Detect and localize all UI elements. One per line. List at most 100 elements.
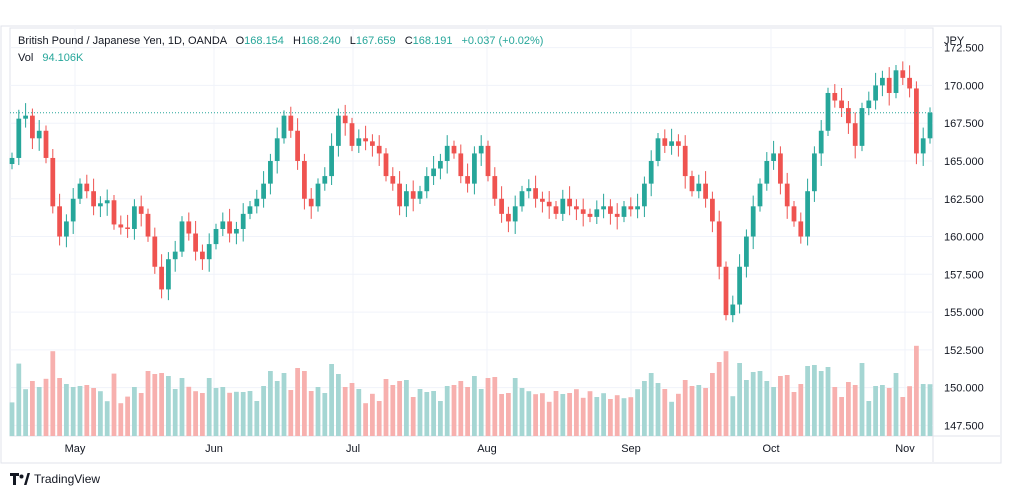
candle-body: [635, 206, 640, 210]
volume-bar: [104, 401, 110, 436]
candle-body: [465, 176, 470, 184]
candle-body: [336, 115, 341, 146]
volume-bar: [472, 376, 477, 436]
candle-body: [240, 213, 246, 229]
volume-bar: [349, 383, 355, 436]
candle-body: [560, 198, 566, 214]
volume-bar: [669, 401, 674, 436]
candle-body: [118, 224, 124, 228]
candle-body: [288, 115, 294, 131]
candle-body: [723, 266, 729, 316]
volume-bar: [200, 393, 205, 436]
volume-bar: [580, 397, 586, 436]
volume-bar: [138, 393, 144, 436]
volume-bar: [676, 393, 681, 436]
candle-body: [805, 191, 810, 237]
candle-body: [587, 213, 593, 217]
candle-body: [540, 198, 545, 202]
volume-bar: [268, 371, 273, 436]
volume-bar: [315, 387, 321, 436]
tradingview-brand[interactable]: TradingView: [10, 472, 100, 486]
candle-body: [363, 138, 368, 142]
y-tick-label: 165.000: [944, 156, 984, 168]
volume-bar: [642, 381, 647, 436]
candle-body: [64, 221, 69, 237]
volume-bar: [648, 373, 654, 436]
volume-bar: [492, 377, 498, 436]
candle-body: [220, 221, 226, 229]
candle-body: [138, 206, 144, 214]
candle-body: [628, 206, 634, 210]
candle-body: [308, 198, 314, 207]
volume-bar: [240, 392, 246, 436]
candle-body: [274, 138, 280, 161]
volume-bar: [247, 391, 253, 436]
candle-body: [84, 183, 90, 192]
y-tick-label: 155.000: [944, 307, 984, 319]
volume-bar: [798, 384, 804, 436]
candle-body: [472, 153, 477, 184]
candle-body: [764, 160, 770, 184]
volume-bar: [716, 362, 722, 436]
volume-bar: [70, 387, 76, 436]
candle-body: [703, 183, 708, 199]
volume-bars: [9, 345, 933, 436]
candle-body: [370, 141, 375, 146]
volume-bar: [57, 378, 62, 436]
candle-body: [247, 206, 253, 214]
candle-body: [737, 266, 742, 305]
candle-body: [506, 213, 511, 222]
candle-body: [771, 153, 776, 161]
volume-bar: [750, 372, 756, 436]
volume-bar: [111, 373, 117, 436]
y-tick-label: 167.500: [944, 118, 984, 130]
y-tick-label: 147.500: [944, 420, 984, 432]
volume-bar: [757, 371, 763, 436]
volume-bar: [98, 391, 103, 436]
legend-change: +0.037 (+0.02%): [461, 35, 544, 47]
volume-bar: [166, 376, 171, 436]
volume-bar: [920, 384, 926, 436]
volume-bar: [927, 384, 933, 436]
volume-bar: [84, 385, 90, 436]
candle-body: [880, 77, 885, 86]
x-tick-label: Jul: [346, 443, 360, 455]
volume-bar: [846, 382, 851, 436]
y-tick-label: 157.500: [944, 269, 984, 281]
candle-body: [193, 233, 198, 252]
volume-bar: [234, 391, 239, 436]
time-axis[interactable]: May Jun Jul Aug Sep Oct Nov: [65, 443, 916, 455]
volume-bar: [410, 397, 416, 436]
candle-body: [417, 191, 423, 199]
volume-bar: [689, 386, 695, 436]
volume-bar: [608, 399, 613, 436]
volume-bar: [628, 397, 634, 436]
candle-body: [383, 153, 389, 177]
y-tick-label: 170.000: [944, 80, 984, 92]
volume-bar: [356, 389, 362, 436]
volume-bar: [710, 373, 715, 436]
volume-bar: [771, 387, 776, 436]
candle-body: [295, 130, 300, 161]
candle-body: [533, 188, 538, 199]
volume-bar: [308, 391, 314, 436]
volume-bar: [852, 385, 858, 436]
candle-body: [553, 206, 559, 214]
candle-body: [444, 145, 450, 161]
volume-bar: [723, 351, 729, 436]
volume-bar: [587, 391, 593, 436]
volume-bar: [812, 365, 817, 436]
y-tick-label: 152.500: [944, 345, 984, 357]
volume-bar: [444, 386, 450, 436]
candle-body: [574, 206, 579, 210]
candle-body: [200, 251, 205, 260]
candle-body: [179, 221, 185, 252]
volume-bar: [254, 401, 260, 436]
candle-body: [927, 112, 933, 139]
candle-body: [642, 183, 647, 207]
volume-bar: [193, 391, 198, 436]
candle-body: [730, 304, 736, 316]
candle-body: [152, 236, 158, 267]
